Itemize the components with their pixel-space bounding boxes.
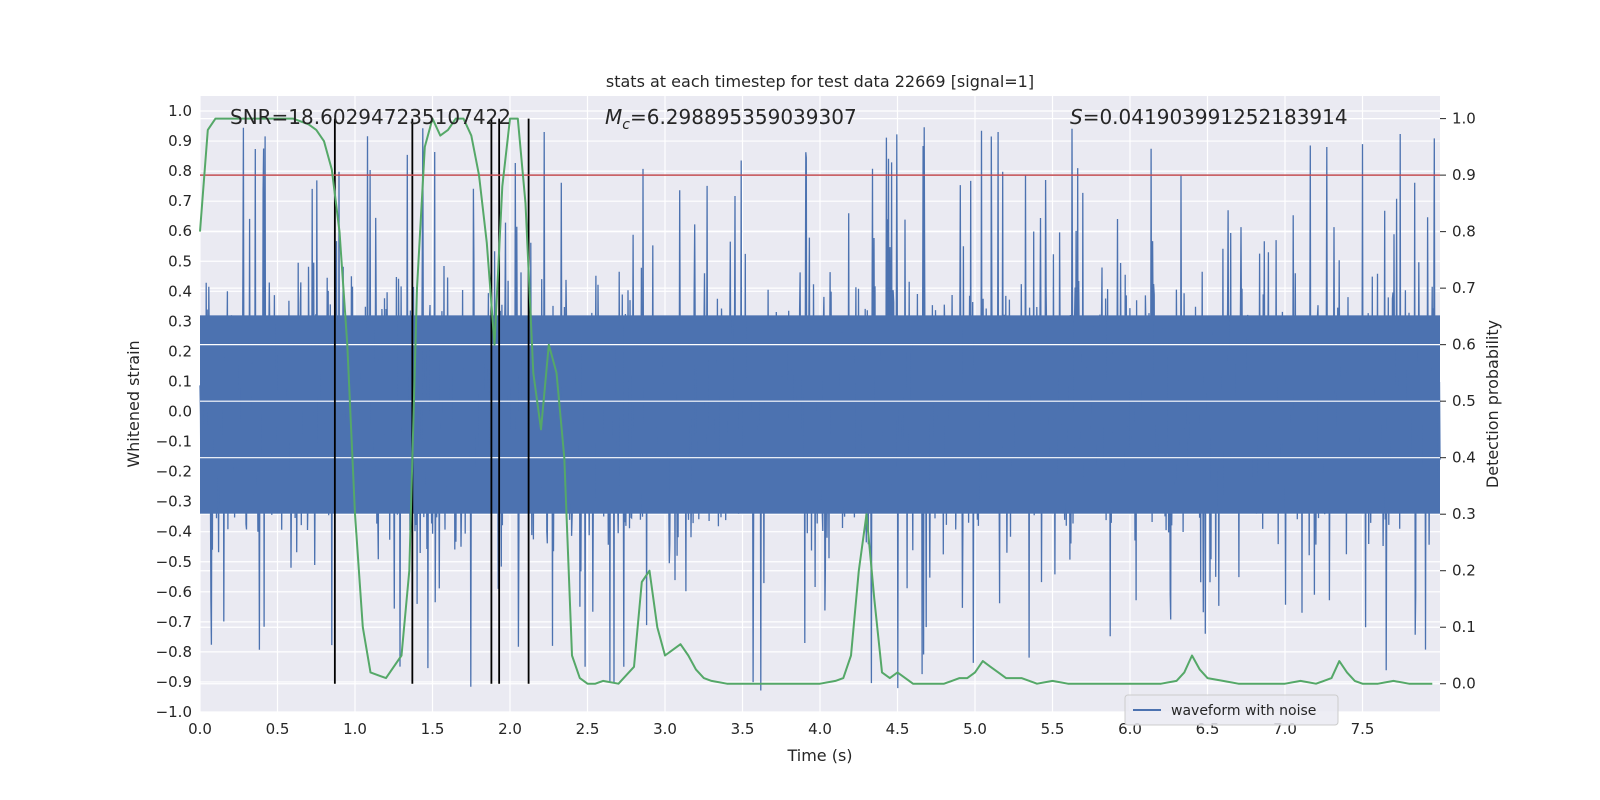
y-left-tick-label: 0.5 — [168, 252, 192, 270]
s-symbol: S — [1070, 105, 1083, 129]
x-tick-label: 2.5 — [576, 720, 600, 738]
x-tick-label: 5.5 — [1041, 720, 1065, 738]
y-left-tick-label: −0.9 — [156, 673, 192, 691]
y-left-tick-label: 0.7 — [168, 192, 192, 210]
chart-title: stats at each timestep for test data 226… — [606, 72, 1034, 91]
chirp-mass-subscript: c — [622, 117, 630, 133]
y-right-tick-label: 0.1 — [1452, 618, 1476, 636]
s-value: =0.041903991252183914 — [1083, 105, 1348, 129]
x-tick-label: 5.0 — [963, 720, 987, 738]
y-left-tick-label: 0.1 — [168, 372, 192, 390]
y-right-tick-label: 0.5 — [1452, 392, 1476, 410]
y-right-tick-label: 0.7 — [1452, 279, 1476, 297]
x-tick-label: 3.5 — [731, 720, 755, 738]
y-right-tick-label: 0.4 — [1452, 449, 1476, 467]
snr-annotation: SNR=18.602947235107422 — [230, 105, 511, 129]
event-lines — [333, 118, 530, 684]
y-left-tick-label: −0.8 — [156, 643, 192, 661]
y-left-tick-label: 0.9 — [168, 132, 192, 150]
probability-line — [199, 117, 1433, 685]
y-axis-right-label: Detection probability — [1483, 320, 1502, 488]
y-left-tick-label: −0.5 — [156, 553, 192, 571]
y-right-tick-label: 0.2 — [1452, 562, 1476, 580]
chirp-mass-annotation: Mc=6.298895359039307 — [605, 105, 857, 133]
y-right-tick-label: 1.0 — [1452, 110, 1476, 128]
y-left-tick-label: 0.4 — [168, 282, 192, 300]
x-tick-label: 0.5 — [266, 720, 290, 738]
y-left-tick-label: −0.7 — [156, 613, 192, 631]
x-tick-label: 4.5 — [886, 720, 910, 738]
x-tick-label: 3.0 — [653, 720, 677, 738]
y-left-tick-label: −0.4 — [156, 523, 192, 541]
y-left-tick-label: −1.0 — [156, 703, 192, 721]
y-left-tick-label: 1.0 — [168, 102, 192, 120]
probability-series — [199, 117, 1433, 685]
y-right-tick-label: 0.9 — [1452, 166, 1476, 184]
y-left-tick-label: 0.6 — [168, 222, 192, 240]
x-tick-label: 1.0 — [343, 720, 367, 738]
y-right-tick-label: 0.6 — [1452, 336, 1476, 354]
y-left-tick-label: −0.2 — [156, 463, 192, 481]
y-left-tick-label: −0.1 — [156, 433, 192, 451]
y-left-tick-label: 0.0 — [168, 403, 192, 421]
legend-label: waveform with noise — [1171, 703, 1316, 719]
legend: waveform with noise — [1124, 694, 1339, 726]
x-tick-label: 4.0 — [808, 720, 832, 738]
y-right-tick-label: 0.0 — [1452, 675, 1476, 693]
y-left-tick-label: 0.8 — [168, 162, 192, 180]
y-axis-left-label: Whitened strain — [124, 340, 143, 467]
s-annotation: S=0.041903991252183914 — [1070, 105, 1348, 129]
x-tick-label: 7.5 — [1351, 720, 1375, 738]
legend-box — [1124, 694, 1339, 726]
y-left-tick-label: 0.2 — [168, 342, 192, 360]
chirp-mass-value: =6.298895359039307 — [630, 105, 857, 129]
waveform-series — [199, 127, 1441, 691]
y-left-tick-label: 0.3 — [168, 312, 192, 330]
waveform-line — [199, 127, 1441, 691]
x-tick-label: 0.0 — [188, 720, 212, 738]
x-tick-label: 2.0 — [498, 720, 522, 738]
axis-ticks: 0.0 0.5 1.0 1.5 2.0 2.5 3.0 3.5 4.0 4.5 5.0 5.5 6.0 6… — [156, 102, 1476, 738]
y-left-tick-label: −0.6 — [156, 583, 192, 601]
x-tick-label: 1.5 — [421, 720, 445, 738]
chirp-mass-symbol: M — [605, 105, 622, 129]
x-axis-label: Time (s) — [786, 746, 852, 765]
y-right-tick-label: 0.8 — [1452, 223, 1476, 241]
y-left-tick-label: −0.3 — [156, 493, 192, 511]
y-right-tick-label: 0.3 — [1452, 505, 1476, 523]
